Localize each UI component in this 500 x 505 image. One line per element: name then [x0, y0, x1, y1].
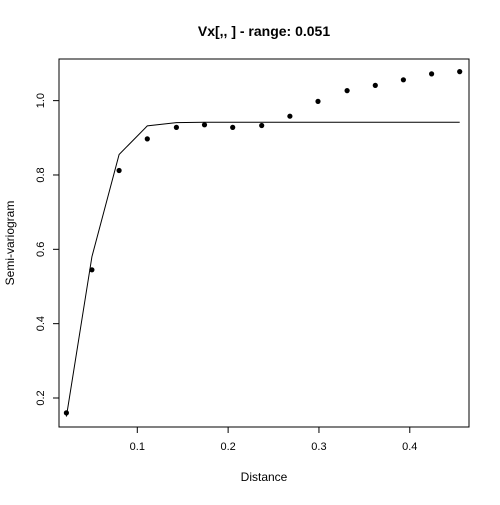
- x-tick-label: 0.2: [220, 441, 235, 453]
- data-point: [315, 98, 321, 104]
- data-point: [63, 410, 69, 416]
- y-tick-label: 1.0: [35, 93, 47, 108]
- plot-frame: [58, 58, 470, 428]
- data-point: [400, 77, 406, 83]
- x-axis: 0.1 0.2 0.3 0.4: [130, 427, 417, 453]
- x-tick-label: 0.1: [130, 441, 145, 453]
- data-point: [116, 167, 122, 174]
- data-point: [429, 71, 435, 77]
- data-point: [230, 124, 236, 130]
- data-point: [372, 82, 378, 88]
- y-tick-label: 0.8: [35, 167, 47, 182]
- data-point: [344, 88, 350, 94]
- x-tick-label: 0.3: [311, 441, 326, 453]
- y-tick-label: 0.6: [35, 242, 47, 257]
- y-axis: 0.2 0.4 0.6 0.8 1.0: [35, 93, 59, 406]
- data-point: [259, 122, 265, 129]
- data-point: [173, 124, 179, 130]
- y-tick-label: 0.2: [35, 390, 47, 405]
- data-points: [63, 69, 463, 416]
- data-point: [201, 122, 208, 128]
- x-tick-label: 0.4: [402, 441, 417, 453]
- chart-title: Vx[,, ] - range: 0.051: [198, 23, 330, 39]
- data-point: [287, 113, 293, 119]
- x-axis-label: Distance: [241, 470, 288, 484]
- model-line: [65, 121, 460, 417]
- y-tick-label: 0.4: [35, 316, 47, 331]
- data-point: [457, 69, 463, 75]
- y-axis-label: Semi-variogram: [3, 201, 17, 286]
- data-point: [89, 267, 95, 273]
- data-point: [144, 136, 150, 142]
